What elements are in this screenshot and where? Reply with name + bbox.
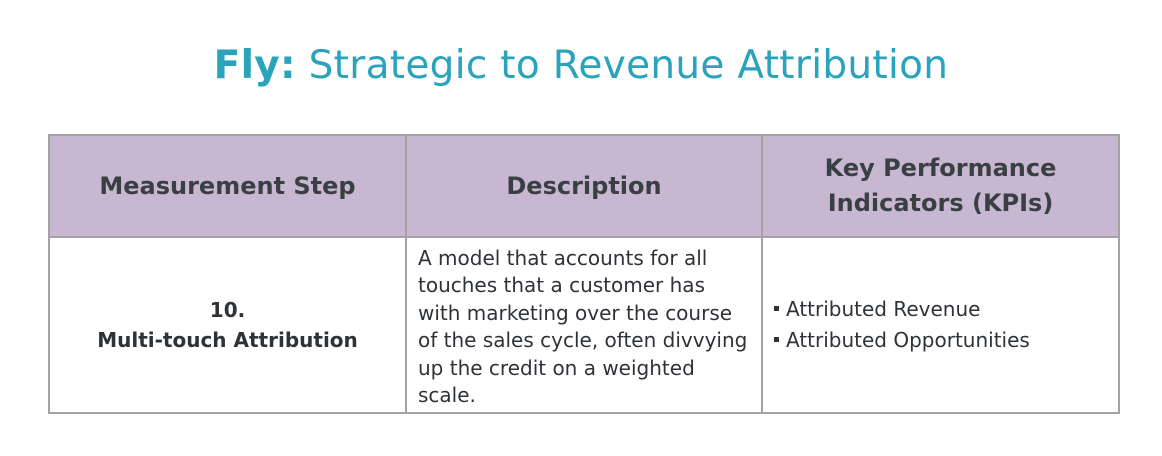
- kpi-label: Attributed Opportunities: [786, 328, 1030, 352]
- title-brand: Fly:: [213, 43, 296, 88]
- kpi-item: Attributed Opportunities: [774, 325, 1118, 356]
- measurement-step-cell: 10. Multi-touch Attribution: [48, 236, 407, 414]
- bullet-icon: [774, 306, 779, 311]
- table-header-row: Measurement Step Description Key Perform…: [48, 134, 1120, 238]
- kpi-cell: Attributed Revenue Attributed Opportunit…: [761, 236, 1120, 414]
- kpi-label: Attributed Revenue: [786, 297, 981, 321]
- kpi-list: Attributed Revenue Attributed Opportunit…: [774, 294, 1118, 356]
- bullet-icon: [774, 337, 779, 342]
- page-title: Fly: Strategic to Revenue Attribution: [0, 40, 1162, 92]
- step-name: Multi-touch Attribution: [97, 328, 358, 352]
- step-number: 10.: [209, 298, 246, 322]
- attribution-table: Measurement Step Description Key Perform…: [48, 134, 1120, 414]
- kpi-item: Attributed Revenue: [774, 294, 1118, 325]
- title-text: Strategic to Revenue Attribution: [308, 43, 949, 88]
- column-header-kpis: Key Performance Indicators (KPIs): [761, 134, 1120, 238]
- description-cell: A model that accounts for all touches th…: [405, 236, 763, 414]
- column-header-measurement-step: Measurement Step: [48, 134, 407, 238]
- table-row: 10. Multi-touch Attribution A model that…: [48, 236, 1120, 414]
- column-header-description: Description: [405, 134, 763, 238]
